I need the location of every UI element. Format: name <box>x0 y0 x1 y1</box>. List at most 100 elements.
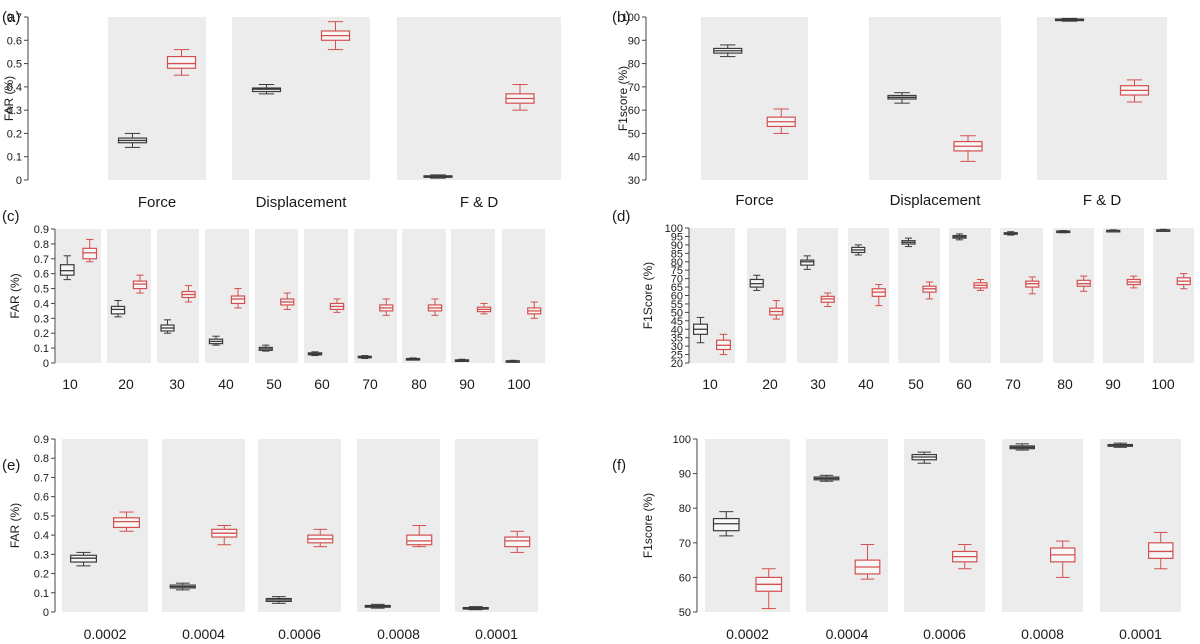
y-tick-label: 0.3 <box>34 549 49 561</box>
y-tick-label: 0.2 <box>34 569 49 581</box>
box-black <box>713 44 743 58</box>
box-black <box>59 255 75 281</box>
y-tick-label: 50 <box>679 607 691 619</box>
category-band <box>797 228 838 363</box>
category-band <box>108 17 206 180</box>
category-band <box>304 229 348 363</box>
category-band <box>1037 17 1167 180</box>
box-red <box>1176 273 1191 290</box>
box-black <box>357 355 372 360</box>
x-tick-label: F & D <box>1083 192 1122 209</box>
x-tick-label: 10 <box>702 376 718 392</box>
category-band <box>904 439 985 612</box>
y-tick-label: 0.7 <box>34 254 49 266</box>
y-tick-label: 100 <box>665 223 683 235</box>
x-tick-label: 80 <box>411 376 427 392</box>
x-tick-label: 60 <box>956 376 972 392</box>
box-black <box>1056 230 1071 234</box>
y-tick-label: 0.6 <box>34 269 49 281</box>
box-red <box>871 284 886 307</box>
x-tick-label: 0.0004 <box>182 626 225 642</box>
box-black <box>307 351 323 357</box>
category-band <box>232 17 370 180</box>
box-red <box>307 528 334 548</box>
box-red <box>755 568 783 610</box>
box-red <box>1049 540 1076 578</box>
category-band <box>162 439 245 612</box>
y-tick-label: 0.4 <box>34 530 49 542</box>
x-tick-label: 0.0001 <box>475 626 518 642</box>
y-tick-label: 100 <box>622 12 640 24</box>
panel-b: 30 40 50 60 70 80 90 100 F1score (%) (b) Force Disp… <box>612 9 1167 209</box>
category-band <box>1053 228 1094 363</box>
y-tick-label: 40 <box>671 324 683 336</box>
x-tick-label: 100 <box>507 376 531 392</box>
y-tick-label: 60 <box>679 572 691 584</box>
box-red <box>132 274 148 294</box>
x-tick-label: 40 <box>858 376 874 392</box>
y-tick-label: 0.9 <box>34 434 49 446</box>
category-band <box>402 229 446 363</box>
box-red <box>476 302 492 315</box>
box-black <box>887 92 917 104</box>
box-black <box>952 233 967 241</box>
y-tick-label: 30 <box>628 175 640 187</box>
box-red <box>505 84 535 111</box>
y-tick-label: 90 <box>628 35 640 47</box>
box-black <box>712 511 740 537</box>
box-black <box>251 84 282 95</box>
x-tick-label: F & D <box>460 194 499 211</box>
x-tick-label: Displacement <box>256 194 348 211</box>
y-tick-label: 100 <box>673 434 691 446</box>
x-tick-label: 70 <box>1005 376 1021 392</box>
box-black <box>901 237 916 248</box>
panel-f: 50 60 70 80 90 100 F1score (%) (f) 0.0002 0.0004 0… <box>612 434 1181 642</box>
box-red <box>527 301 542 319</box>
y-tick-label: 65 <box>671 282 683 294</box>
box-black <box>911 451 937 464</box>
x-tick-label: 60 <box>314 376 330 392</box>
box-black <box>1107 442 1133 448</box>
y-tick-label: 50 <box>671 307 683 319</box>
box-black <box>1156 228 1171 232</box>
y-tick-label: 75 <box>671 265 683 277</box>
y-tick-label: 0.4 <box>34 298 49 310</box>
y-tick-label: 0.8 <box>34 239 49 251</box>
box-red <box>230 288 246 309</box>
x-tick-label: 0.0006 <box>923 626 966 642</box>
box-black <box>160 319 175 334</box>
y-tick-label: 0 <box>43 607 49 619</box>
box-red <box>1025 276 1040 295</box>
y-tick-label: 80 <box>671 257 683 269</box>
x-tick-label: 0.0008 <box>377 626 420 642</box>
box-red <box>973 278 988 291</box>
panel-e: 0 0.1 0.2 0.3 0.4 0.5 0.6 0.7 0.8 0.9 FAR (%) (e) 0.… <box>2 434 538 642</box>
box-red <box>406 525 433 548</box>
y-tick-label: 0.3 <box>34 313 49 325</box>
y-tick-label: 0 <box>16 175 22 187</box>
box-red <box>181 285 196 303</box>
y-tick-label: 25 <box>671 350 683 362</box>
box-black <box>1003 231 1018 236</box>
panel-label: (e) <box>2 457 20 474</box>
x-tick-label: 20 <box>762 376 778 392</box>
y-tick-label: 0.2 <box>7 128 22 140</box>
box-black <box>69 551 97 567</box>
box-red <box>1126 275 1141 289</box>
x-tick-label: 90 <box>459 376 475 392</box>
category-band <box>455 439 538 612</box>
box-black <box>423 174 453 179</box>
x-tick-label: 0.0006 <box>278 626 321 642</box>
box-black <box>208 335 224 346</box>
category-band <box>354 229 397 363</box>
panel-label: (f) <box>612 457 626 474</box>
box-red <box>820 292 835 307</box>
box-red <box>166 49 197 76</box>
box-black <box>364 603 391 609</box>
box-black <box>265 596 292 604</box>
box-black <box>169 582 196 591</box>
category-band <box>1153 228 1194 363</box>
category-band <box>451 229 495 363</box>
category-band <box>701 17 808 180</box>
box-red <box>82 238 98 263</box>
